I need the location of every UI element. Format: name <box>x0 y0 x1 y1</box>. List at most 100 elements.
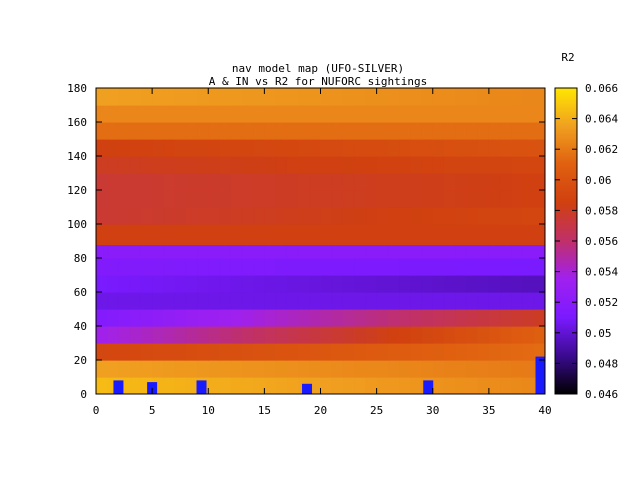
heatmap-cell <box>320 88 333 106</box>
heatmap-cell <box>163 244 176 259</box>
heatmap-cell <box>208 258 221 276</box>
heatmap-cell <box>208 139 221 157</box>
heatmap-cell <box>488 292 501 310</box>
heatmap-cell <box>152 173 164 191</box>
heatmap-cell <box>488 105 501 123</box>
heatmap-cell <box>511 275 524 293</box>
heatmap-cell <box>320 258 333 276</box>
heatmap-cell <box>455 377 468 394</box>
heatmap-cell <box>342 292 355 310</box>
heatmap-cell <box>309 122 322 140</box>
heatmap-cell <box>107 139 120 157</box>
heatmap-cell <box>477 105 490 123</box>
heatmap-cell <box>365 207 378 225</box>
heatmap-cell <box>455 105 468 123</box>
heatmap-cell <box>399 309 411 327</box>
heatmap-cell <box>298 258 310 276</box>
heatmap-cell <box>331 377 344 394</box>
heatmap-cell <box>96 326 108 344</box>
heatmap-cell <box>522 122 535 140</box>
heatmap-cell <box>96 173 108 191</box>
heatmap-cell <box>421 309 434 327</box>
heatmap-cell <box>365 105 378 123</box>
heatmap-cell <box>511 122 524 140</box>
heatmap-cell <box>185 139 198 157</box>
heatmap-cell <box>185 244 198 259</box>
heatmap-cell <box>219 105 232 123</box>
heatmap-cell <box>96 292 108 310</box>
heatmap-cell <box>466 207 479 225</box>
heatmap-cell <box>443 360 456 378</box>
heatmap-cell <box>241 275 254 293</box>
heatmap-cell <box>477 326 490 344</box>
heatmap-cell <box>241 156 254 174</box>
heatmap-cell <box>230 139 243 157</box>
heatmap-cell <box>455 88 468 106</box>
heatmap-cell <box>241 105 254 123</box>
heatmap-cell <box>443 207 456 225</box>
heatmap-cell <box>309 377 322 394</box>
heatmap-cell <box>298 173 310 191</box>
heatmap-cell <box>432 224 445 245</box>
heatmap-cell <box>421 326 434 344</box>
heatmap-cell <box>320 377 333 394</box>
heatmap-cell <box>342 88 355 106</box>
heatmap-cell <box>219 88 232 106</box>
heatmap-cell <box>331 105 344 123</box>
heatmap-cell <box>466 173 479 191</box>
heatmap-cell <box>421 173 434 191</box>
heatmap-cell <box>253 190 265 208</box>
colorbar-tick-label: 0.064 <box>585 113 618 126</box>
heatmap-cell <box>309 207 322 225</box>
heatmap-cell <box>129 156 142 174</box>
heatmap-cell <box>488 326 501 344</box>
heatmap-cell <box>253 105 265 123</box>
heatmap-cell <box>376 275 389 293</box>
heatmap-cell <box>96 258 108 276</box>
heatmap-cell <box>500 309 512 327</box>
heatmap-cell <box>443 173 456 191</box>
heatmap-cell <box>522 244 535 259</box>
x-axis: 0 5 10 15 20 25 30 35 40 <box>93 88 552 417</box>
heatmap-cell <box>230 105 243 123</box>
heatmap-cell <box>163 309 176 327</box>
heatmap-cell <box>197 156 209 174</box>
heatmap-cell <box>387 244 400 259</box>
heatmap-cell <box>197 343 209 361</box>
heatmap-cell <box>241 190 254 208</box>
heatmap-cell <box>511 360 524 378</box>
heatmap-cell <box>208 309 221 327</box>
heatmap-cell <box>140 190 153 208</box>
heatmap-cell <box>241 343 254 361</box>
heatmap-cell <box>387 156 400 174</box>
heatmap-cell <box>511 88 524 106</box>
heatmap-cell <box>488 224 501 245</box>
heatmap-cell <box>208 105 221 123</box>
heatmap-cell <box>309 190 322 208</box>
heatmap-cell <box>197 326 209 344</box>
heatmap-cell <box>241 207 254 225</box>
heatmap-cell <box>421 258 434 276</box>
colorbar-tick-label: 0.046 <box>585 388 618 401</box>
heatmap-cell <box>140 377 153 394</box>
heatmap-cell <box>455 275 468 293</box>
heatmap-cell <box>96 224 108 245</box>
heatmap-cell <box>286 156 299 174</box>
heatmap-cell <box>264 292 277 310</box>
heatmap-cell <box>163 105 176 123</box>
heatmap-cell <box>376 244 389 259</box>
heatmap-cell <box>320 156 333 174</box>
heatmap-cell <box>533 88 545 106</box>
heatmap-cell <box>354 258 366 276</box>
heatmap-cell <box>443 309 456 327</box>
heatmap-cell <box>96 309 108 327</box>
heatmap-cell <box>129 190 142 208</box>
heatmap-cell <box>511 343 524 361</box>
heatmap-cell <box>185 173 198 191</box>
heatmap-cell <box>365 292 378 310</box>
heatmap-cell <box>365 326 378 344</box>
heatmap-cell <box>455 244 468 259</box>
heatmap-cell <box>309 258 322 276</box>
heatmap-cell <box>387 122 400 140</box>
heatmap-cell <box>421 275 434 293</box>
